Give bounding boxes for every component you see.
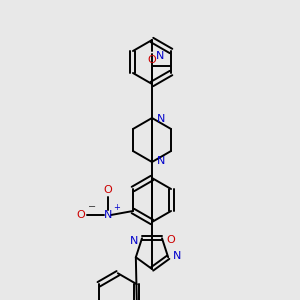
- Text: O: O: [76, 210, 85, 220]
- Text: N: N: [104, 210, 112, 220]
- Text: O: O: [148, 55, 156, 65]
- Text: N: N: [130, 236, 138, 246]
- Text: N: N: [157, 114, 165, 124]
- Text: N: N: [173, 251, 182, 261]
- Text: N: N: [156, 51, 164, 61]
- Text: +: +: [113, 202, 120, 211]
- Text: O: O: [103, 185, 112, 195]
- Text: N: N: [157, 156, 165, 166]
- Text: O: O: [167, 235, 176, 245]
- Text: −: −: [88, 202, 96, 212]
